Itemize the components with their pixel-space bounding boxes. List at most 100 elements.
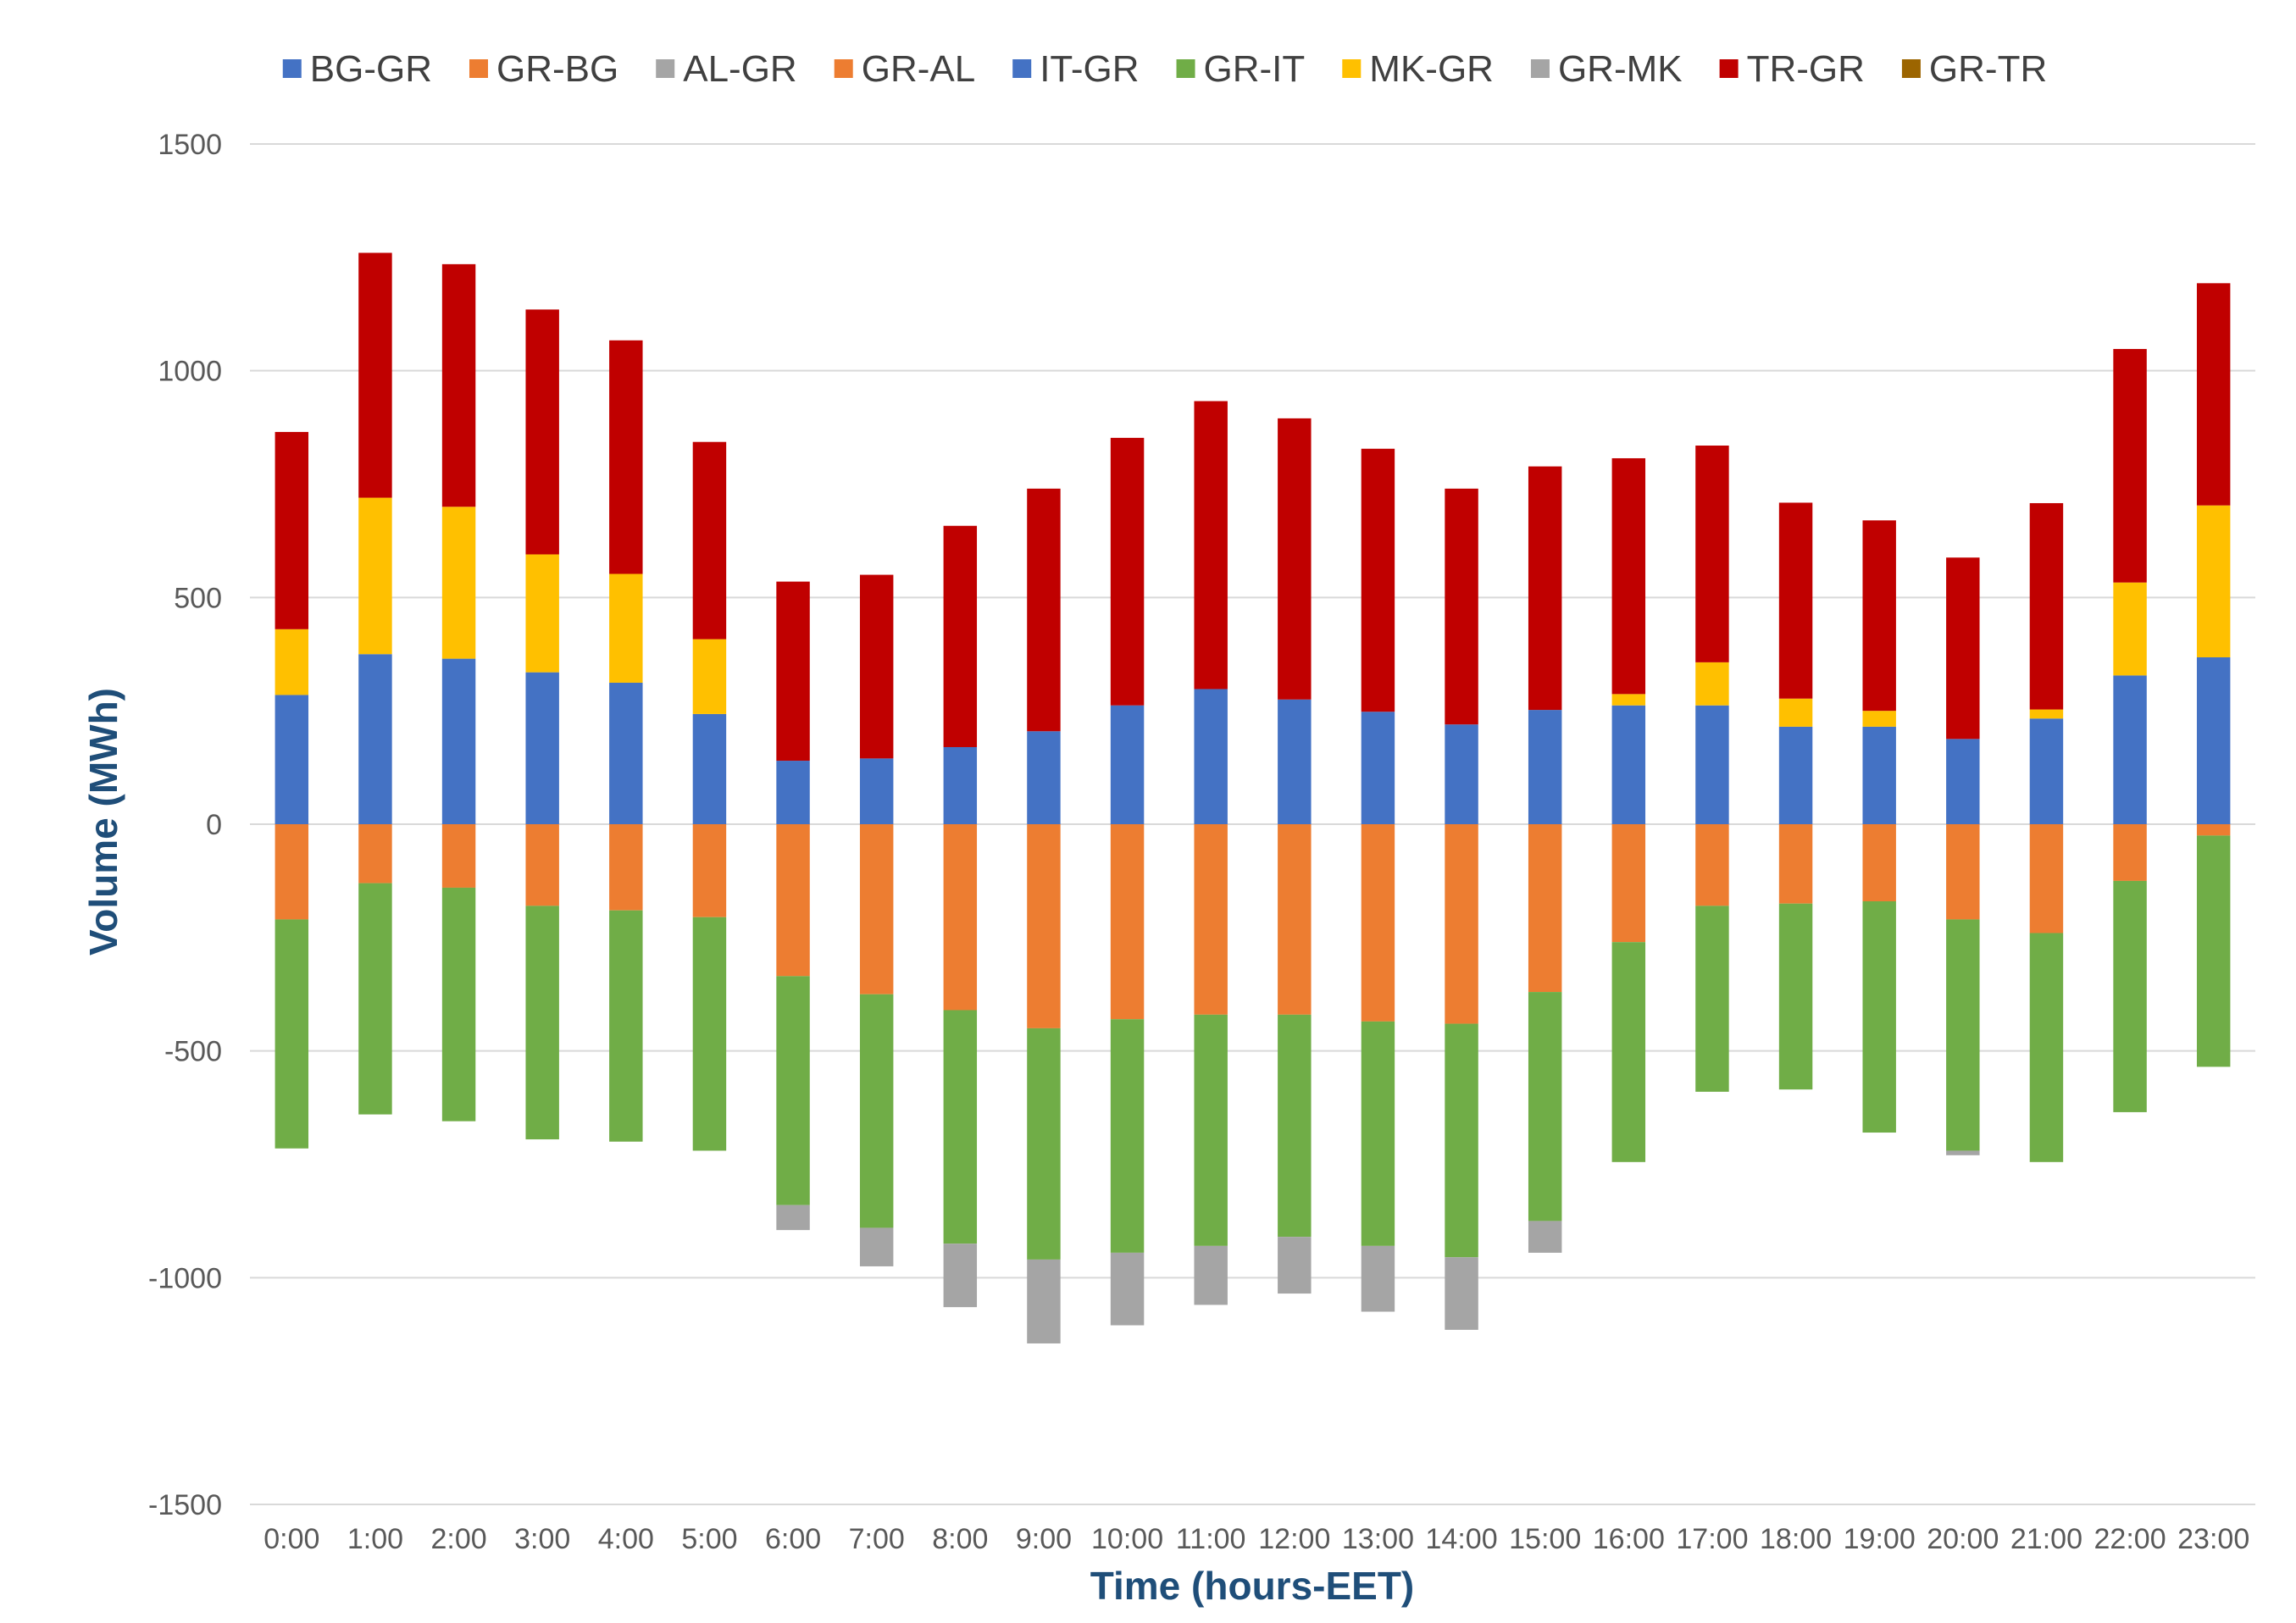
bar-mk-gr-2200: [2113, 582, 2147, 676]
bar-gr-bg-1200: [1278, 824, 1312, 1015]
bar-bg-gr-2100: [2029, 718, 2064, 824]
x-tick-label: 18:00: [1760, 1523, 1832, 1555]
legend: BG-GR GR-BG AL-GR GR-AL IT-GR GR-IT MK-GR GR-MK…: [282, 48, 2047, 90]
legend-label-gr-bg: GR-BG: [496, 48, 618, 90]
legend-swatch-gr-bg: [469, 59, 488, 78]
bar-gr-mk-800: [943, 1244, 978, 1308]
bar-bg-gr-100: [358, 654, 392, 824]
bar-mk-gr-300: [525, 554, 559, 673]
x-tick-label: 20:00: [1927, 1523, 1999, 1555]
bar-tr-gr-1000: [1110, 437, 1145, 706]
bar-bg-gr-1400: [1445, 724, 1478, 824]
bar-gr-bg-900: [1027, 824, 1061, 1028]
bar-gr-it-1600: [1611, 942, 1646, 1162]
bar-gr-bg-800: [943, 824, 978, 1011]
bar-gr-mk-1200: [1278, 1237, 1312, 1294]
x-tick-label: 9:00: [1016, 1523, 1072, 1555]
bar-gr-it-1100: [1194, 1014, 1228, 1246]
bar-bg-gr-300: [525, 672, 559, 824]
bar-gr-it-900: [1027, 1028, 1061, 1260]
x-tick-label: 23:00: [2177, 1523, 2249, 1555]
bar-bg-gr-400: [609, 682, 643, 824]
bar-gr-bg-1400: [1445, 824, 1478, 1024]
bar-gr-it-400: [609, 910, 643, 1142]
bar-bg-gr-200: [441, 658, 476, 824]
y-tick-label: -1000: [148, 1262, 222, 1294]
bar-bg-gr-000: [275, 695, 309, 824]
bar-gr-mk-1000: [1110, 1252, 1145, 1326]
bar-bg-gr-1600: [1611, 705, 1646, 824]
bar-tr-gr-1600: [1611, 457, 1646, 695]
x-tick-label: 8:00: [932, 1523, 988, 1555]
bar-gr-it-800: [943, 1010, 978, 1244]
bar-gr-it-000: [275, 919, 309, 1149]
bar-gr-it-300: [525, 906, 559, 1140]
bar-bg-gr-2300: [2196, 656, 2231, 824]
legend-swatch-al-gr: [656, 59, 675, 78]
bar-tr-gr-100: [358, 252, 392, 498]
bar-tr-gr-2100: [2029, 502, 2064, 710]
x-tick-label: 2:00: [430, 1523, 486, 1555]
bar-gr-it-1900: [1862, 901, 1896, 1133]
bar-gr-bg-400: [609, 824, 643, 911]
bar-tr-gr-1700: [1695, 445, 1729, 662]
x-tick-label: 15:00: [1509, 1523, 1581, 1555]
bar-tr-gr-500: [692, 441, 727, 640]
bar-gr-it-1700: [1695, 906, 1729, 1092]
bar-gr-bg-700: [859, 824, 894, 994]
x-tick-label: 7:00: [849, 1523, 905, 1555]
x-tick-label: 4:00: [598, 1523, 654, 1555]
bar-gr-it-600: [776, 976, 810, 1205]
bar-bg-gr-1700: [1695, 705, 1729, 824]
bar-bg-gr-2000: [1946, 739, 1980, 824]
legend-label-tr-gr: TR-GR: [1747, 48, 1865, 90]
bar-mk-gr-200: [441, 507, 476, 659]
bar-bg-gr-800: [943, 746, 978, 824]
bar-bg-gr-1000: [1110, 705, 1145, 824]
bar-mk-gr-1700: [1695, 662, 1729, 706]
y-tick-label: 1000: [158, 356, 222, 388]
legend-label-it-gr: IT-GR: [1040, 48, 1139, 90]
bar-bg-gr-600: [776, 761, 810, 824]
bar-gr-it-500: [692, 917, 727, 1151]
bar-gr-bg-1300: [1361, 824, 1395, 1022]
bar-gr-bg-1700: [1695, 824, 1729, 906]
bar-mk-gr-1800: [1778, 698, 1813, 727]
bar-tr-gr-000: [275, 431, 309, 629]
legend-swatch-gr-al: [834, 59, 853, 78]
bar-gr-it-1500: [1528, 992, 1562, 1221]
bar-mk-gr-1900: [1862, 711, 1896, 727]
bar-gr-mk-600: [776, 1205, 810, 1231]
x-tick-label: 1:00: [347, 1523, 403, 1555]
bar-mk-gr-500: [692, 639, 727, 714]
bar-gr-it-1200: [1278, 1014, 1312, 1238]
x-tick-label: 19:00: [1844, 1523, 1916, 1555]
gridlines: [250, 143, 2255, 1505]
bar-bg-gr-900: [1027, 731, 1061, 824]
x-tick-label: 22:00: [2094, 1523, 2166, 1555]
x-tick-label: 5:00: [681, 1523, 737, 1555]
x-tick-label: 3:00: [514, 1523, 570, 1555]
bar-bg-gr-500: [692, 713, 727, 824]
bar-gr-bg-1800: [1778, 824, 1813, 904]
bar-gr-bg-1100: [1194, 824, 1228, 1015]
bar-gr-it-700: [859, 994, 894, 1228]
bar-tr-gr-400: [609, 340, 643, 574]
bar-gr-mk-1100: [1194, 1245, 1228, 1305]
bar-mk-gr-2100: [2029, 709, 2064, 719]
bar-gr-bg-200: [441, 824, 476, 888]
x-tick-label: 11:00: [1176, 1523, 1246, 1555]
y-tick-label: 1500: [158, 129, 222, 161]
bar-gr-mk-1400: [1445, 1257, 1478, 1330]
bar-gr-bg-300: [525, 824, 559, 906]
bar-bg-gr-1200: [1278, 699, 1312, 824]
bar-bg-gr-1800: [1778, 726, 1813, 824]
legend-label-gr-tr: GR-TR: [1929, 48, 2047, 90]
bar-tr-gr-800: [943, 525, 978, 747]
legend-swatch-tr-gr: [1719, 59, 1739, 78]
bar-gr-it-2200: [2113, 880, 2147, 1112]
bar-gr-it-2000: [1946, 919, 1980, 1151]
x-tick-label: 0:00: [263, 1523, 319, 1555]
bar-mk-gr-000: [275, 629, 309, 695]
